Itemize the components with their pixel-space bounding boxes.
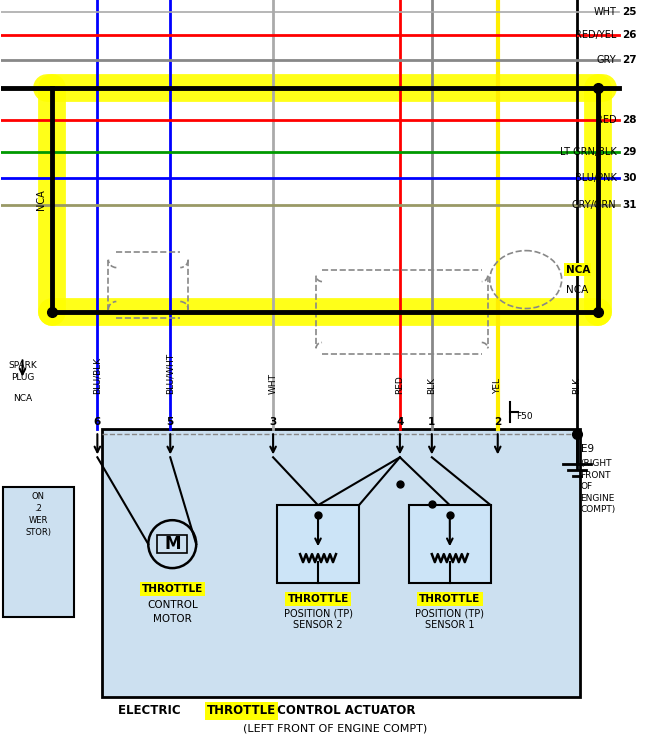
Text: BLU/BLK: BLU/BLK xyxy=(93,357,102,395)
Text: ON
.2
WER
STOR): ON .2 WER STOR) xyxy=(25,492,51,537)
Text: RED: RED xyxy=(596,115,616,125)
Text: MOTOR: MOTOR xyxy=(153,614,192,624)
Bar xyxy=(409,505,491,583)
Text: M: M xyxy=(164,535,180,553)
Text: 2: 2 xyxy=(494,417,501,427)
Text: CONTROL ACTUATOR: CONTROL ACTUATOR xyxy=(273,704,416,717)
Text: SENSOR 2: SENSOR 2 xyxy=(293,620,343,630)
Text: SENSOR 1: SENSOR 1 xyxy=(425,620,475,630)
Text: E9: E9 xyxy=(581,444,594,454)
Text: THROTTLE: THROTTLE xyxy=(207,704,277,717)
Text: BLK: BLK xyxy=(428,377,436,395)
Text: BLU/WHT: BLU/WHT xyxy=(166,354,175,395)
Bar xyxy=(102,429,580,697)
Text: CONTROL: CONTROL xyxy=(147,600,198,610)
Text: ELECTRIC: ELECTRIC xyxy=(118,704,185,717)
Bar xyxy=(3,487,74,617)
Text: 26: 26 xyxy=(622,30,637,40)
Text: WHT: WHT xyxy=(269,373,277,395)
Text: F50: F50 xyxy=(516,412,533,421)
Text: POSITION (TP): POSITION (TP) xyxy=(283,608,352,618)
Text: 27: 27 xyxy=(622,55,637,65)
Text: THROTTLE: THROTTLE xyxy=(287,594,348,604)
Text: POSITION (TP): POSITION (TP) xyxy=(416,608,484,618)
Text: NCA: NCA xyxy=(566,265,590,275)
Text: BLU/PNK: BLU/PNK xyxy=(575,173,616,183)
Text: BLK: BLK xyxy=(572,377,581,395)
Text: 25: 25 xyxy=(622,7,637,17)
Bar xyxy=(277,505,359,583)
Text: WHT: WHT xyxy=(594,7,616,17)
Text: SPARK
PLUG: SPARK PLUG xyxy=(8,362,37,381)
Text: RED: RED xyxy=(396,376,404,395)
Text: 6: 6 xyxy=(94,417,101,427)
Text: THROTTLE: THROTTLE xyxy=(142,584,203,594)
Text: 31: 31 xyxy=(622,200,637,209)
Text: (RIGHT
FRONT
OF
ENGINE
COMPT): (RIGHT FRONT OF ENGINE COMPT) xyxy=(581,459,616,514)
Text: 5: 5 xyxy=(167,417,174,427)
Bar xyxy=(158,535,188,553)
Text: NCA: NCA xyxy=(13,395,32,404)
Text: 30: 30 xyxy=(622,173,637,183)
Text: NCA: NCA xyxy=(566,284,588,295)
Text: (LEFT FRONT OF ENGINE COMPT): (LEFT FRONT OF ENGINE COMPT) xyxy=(243,724,427,734)
Text: 1: 1 xyxy=(428,417,436,427)
Text: NCA: NCA xyxy=(37,190,47,210)
Text: YEL: YEL xyxy=(493,379,502,395)
Text: LT GRN/BLK: LT GRN/BLK xyxy=(560,147,616,157)
Text: 28: 28 xyxy=(622,115,637,125)
Text: 3: 3 xyxy=(269,417,277,427)
Text: RED/YEL: RED/YEL xyxy=(575,30,616,40)
Text: 4: 4 xyxy=(396,417,404,427)
Text: GRY: GRY xyxy=(597,55,616,65)
Text: GRY/GRN: GRY/GRN xyxy=(572,200,616,209)
Text: 29: 29 xyxy=(622,147,637,157)
Text: THROTTLE: THROTTLE xyxy=(419,594,480,604)
